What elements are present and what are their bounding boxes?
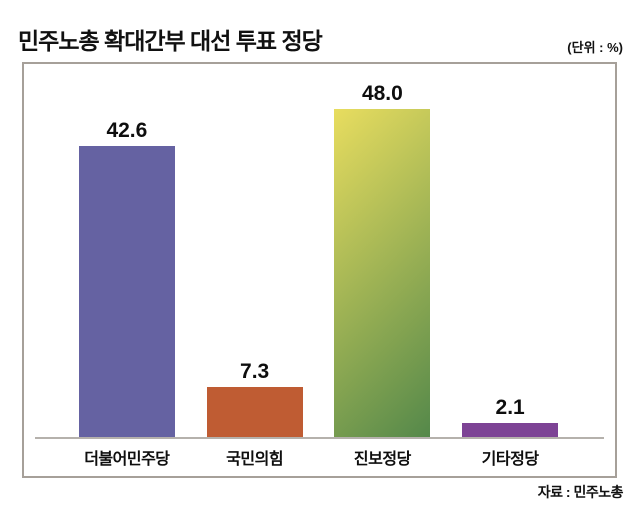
chart-plot-area: 42.6 7.3 48.0 2.1 더불어민주당 국민의힘 진보정당 기타정당 bbox=[22, 62, 617, 478]
bar-value-label: 42.6 bbox=[106, 119, 148, 142]
bar-rect bbox=[206, 387, 303, 437]
bar-rect bbox=[334, 109, 431, 437]
bar-value-label: 7.3 bbox=[240, 360, 270, 383]
bar-value-label: 48.0 bbox=[361, 82, 403, 105]
category-labels-row: 더불어민주당 국민의힘 진보정당 기타정당 bbox=[63, 445, 574, 469]
category-label: 국민의힘 bbox=[226, 451, 284, 468]
category-label: 진보정당 bbox=[353, 451, 411, 468]
bar-column: 48.0 bbox=[319, 64, 447, 437]
category-label: 기타정당 bbox=[481, 451, 539, 468]
bar-column: 2.1 bbox=[446, 64, 574, 437]
unit-label: (단위 : %) bbox=[567, 40, 623, 55]
bar-column: 42.6 bbox=[63, 64, 191, 437]
bar-column: 7.3 bbox=[191, 64, 319, 437]
source-note: 자료 : 민주노총 bbox=[537, 484, 624, 500]
bars-row: 42.6 7.3 48.0 2.1 bbox=[63, 64, 574, 437]
x-axis-baseline bbox=[35, 437, 604, 439]
bar-rect bbox=[78, 146, 175, 437]
bar-rect bbox=[462, 423, 559, 437]
category-label: 더불어민주당 bbox=[84, 451, 170, 468]
chart-title: 민주노총 확대간부 대선 투표 정당 bbox=[18, 28, 323, 54]
bar-value-label: 2.1 bbox=[495, 396, 525, 419]
